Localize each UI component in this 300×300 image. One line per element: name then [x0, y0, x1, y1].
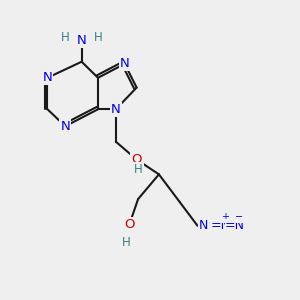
Text: =N: =N	[225, 219, 245, 232]
Text: N: N	[60, 120, 70, 133]
Text: O: O	[131, 153, 142, 166]
Text: N: N	[120, 57, 130, 70]
Text: H: H	[122, 236, 130, 249]
Text: N: N	[43, 71, 52, 84]
Text: −: −	[235, 212, 243, 223]
Text: N: N	[111, 103, 121, 116]
Text: H: H	[94, 31, 102, 44]
Text: N: N	[77, 34, 86, 47]
Text: =N: =N	[211, 219, 231, 232]
Text: N: N	[199, 219, 208, 232]
Text: H: H	[134, 163, 143, 176]
Text: O: O	[124, 218, 134, 231]
Text: H: H	[61, 31, 70, 44]
Text: +: +	[221, 212, 229, 223]
